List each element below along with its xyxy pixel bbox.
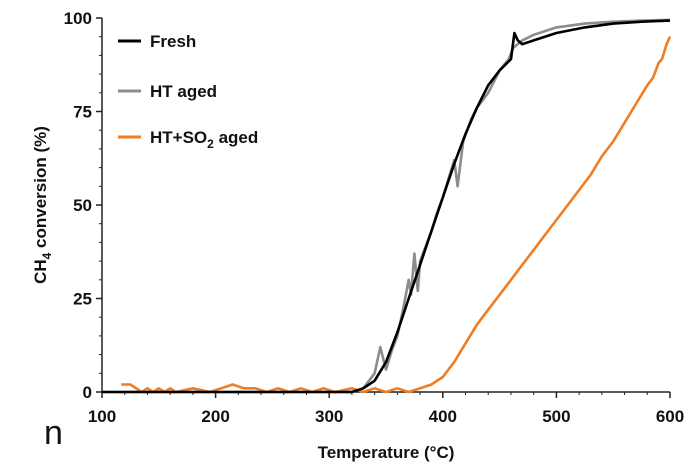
y-tick-label: 75 xyxy=(73,103,92,122)
ticks: 0 25 50 75 100 100 200 300 400 500 600 xyxy=(64,9,685,426)
y-axis-title-sub: 4 xyxy=(40,252,54,259)
y-axis-title: CH4 conversion (%) xyxy=(31,126,54,284)
y-tick-label: 100 xyxy=(64,9,92,28)
legend-label-ht-so2-suffix: aged xyxy=(214,128,258,147)
legend-label-ht-so2-main: HT+SO xyxy=(150,128,207,147)
y-tick-label: 50 xyxy=(73,196,92,215)
series-line-fresh xyxy=(102,19,671,394)
x-tick-label: 600 xyxy=(656,407,684,426)
legend: Fresh HT aged HT+SO2 aged xyxy=(118,32,258,151)
legend-label-ht-so2-sub: 2 xyxy=(207,137,214,151)
y-axis-title-rest: conversion (%) xyxy=(31,126,50,253)
x-tick-label: 100 xyxy=(88,407,116,426)
series-line-ht-aged xyxy=(102,18,671,394)
x-tick-label: 400 xyxy=(429,407,457,426)
y-axis-title-main: CH xyxy=(31,259,50,284)
cropped-stray-text: n xyxy=(44,414,63,452)
x-tick-label: 300 xyxy=(315,407,343,426)
x-tick-label: 200 xyxy=(201,407,229,426)
axes xyxy=(101,18,670,393)
legend-label-ht-so2-aged: HT+SO2 aged xyxy=(150,128,258,151)
x-tick-label: 500 xyxy=(542,407,570,426)
x-axis-title: Temperature (°C) xyxy=(318,443,455,462)
y-tick-label: 0 xyxy=(83,383,92,402)
legend-label-fresh: Fresh xyxy=(150,32,196,51)
series-layer xyxy=(102,18,672,394)
legend-label-ht-aged: HT aged xyxy=(150,82,217,101)
y-tick-label: 25 xyxy=(73,290,92,309)
